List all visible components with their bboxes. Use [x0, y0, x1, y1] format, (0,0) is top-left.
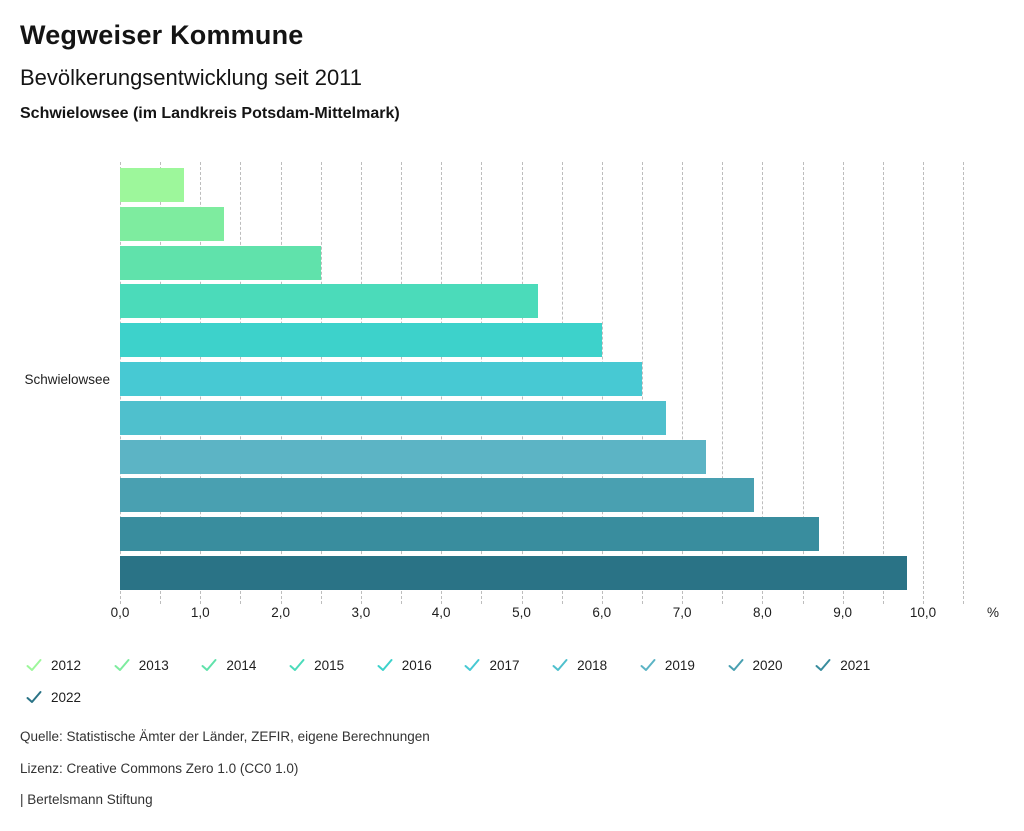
legend-item-2021[interactable]: 2021	[815, 657, 903, 673]
bar-2013[interactable]	[120, 206, 225, 241]
checkmark-icon	[464, 659, 480, 671]
legend-row-1: 2012 2013 2014 2015 2016 2017 2018 2019 2020 2021	[26, 655, 1006, 675]
legend-year-label: 2012	[51, 657, 82, 673]
gridline	[682, 162, 684, 604]
legend-year-label: 2020	[752, 657, 783, 673]
bar-2020[interactable]	[120, 478, 755, 513]
bar-2012[interactable]	[120, 168, 185, 202]
legend-item-2015[interactable]: 2015	[289, 657, 377, 673]
checkmark-icon	[552, 659, 568, 671]
x-axis-labels: % 0,0 1,0 2,0 3,0 4,0 5,0 6,0 7,0 8,0 9,0 10,0	[111, 605, 1024, 623]
legend-item-2017[interactable]: 2017	[464, 657, 552, 673]
legend-year-label: 2019	[664, 657, 695, 673]
checkmark-icon	[377, 659, 393, 671]
legend-year-label: 2016	[401, 657, 432, 673]
checkmark-icon	[201, 659, 217, 671]
legend-item-2016[interactable]: 2016	[377, 657, 465, 673]
x-tick-label: 0,0	[110, 605, 130, 620]
bar-2017[interactable]	[120, 362, 642, 396]
gridline	[842, 162, 844, 604]
gridline	[722, 162, 724, 604]
x-tick-label: 9,0	[833, 605, 853, 620]
gridline	[802, 162, 804, 604]
legend-year-label: 2018	[577, 657, 608, 673]
x-tick-label: 5,0	[512, 605, 531, 620]
gridline	[963, 162, 965, 604]
legend-item-2013[interactable]: 2013	[114, 657, 202, 673]
chart-title: Bevölkerungsentwicklung seit 2011	[20, 65, 363, 90]
bar-2014[interactable]	[120, 245, 321, 280]
gridline	[882, 162, 884, 604]
legend-year-label: 2015	[314, 657, 345, 673]
legend-item-2014[interactable]: 2014	[201, 657, 289, 673]
source-note: Quelle: Statistische Ämter der Länder, Z…	[20, 729, 430, 744]
bar-2015[interactable]	[120, 284, 538, 319]
chart-subtitle: Schwielowsee (im Landkreis Potsdam-Mitte…	[20, 105, 400, 122]
legend-year-label: 2021	[840, 657, 871, 673]
legend: 2012 2013 2014 2015 2016 2017 2018 2019 2020 2021…	[26, 655, 1006, 707]
checkmark-icon	[728, 659, 743, 671]
legend-year-label: 2014	[226, 657, 257, 673]
app-title: Wegweiser Kommune	[20, 20, 304, 50]
legend-item-2022[interactable]: 2022	[26, 689, 114, 705]
bar-2018[interactable]	[120, 400, 667, 435]
legend-item-2012[interactable]: 2012	[26, 657, 114, 673]
legend-item-2018[interactable]: 2018	[552, 657, 640, 673]
x-tick-label: 8,0	[753, 605, 772, 620]
bar-2019[interactable]	[120, 439, 707, 474]
gridline	[923, 162, 924, 604]
bar-2016[interactable]	[120, 323, 602, 358]
x-tick-label: 6,0	[592, 605, 612, 620]
checkmark-icon	[26, 659, 42, 671]
x-tick-label: 4,0	[431, 605, 451, 620]
y-axis-category-label: Schwielowsee	[24, 372, 110, 387]
x-tick-label: 7,0	[672, 605, 692, 620]
x-tick-label: 10,0	[909, 605, 937, 620]
attribution-note: | Bertelsmann Stiftung	[20, 792, 153, 807]
legend-year-label: 2013	[138, 657, 169, 673]
legend-year-label: 2017	[489, 657, 520, 673]
bar-2021[interactable]	[120, 517, 819, 552]
bar-2022[interactable]	[120, 556, 907, 590]
legend-item-2020[interactable]: 2020	[728, 657, 816, 673]
license-note: Lizenz: Creative Commons Zero 1.0 (CC0 1…	[20, 761, 299, 776]
legend-row-2: 2022	[26, 687, 1006, 707]
checkmark-icon	[26, 691, 42, 703]
gridline	[641, 162, 643, 604]
x-axis-unit-label: %	[986, 605, 1000, 620]
legend-item-2019[interactable]: 2019	[640, 657, 728, 673]
checkmark-icon	[114, 659, 130, 671]
gridline	[762, 162, 764, 604]
legend-year-label: 2022	[51, 689, 82, 705]
x-tick-label: 3,0	[351, 605, 371, 620]
checkmark-icon	[815, 659, 831, 671]
x-tick-label: 2,0	[271, 605, 290, 620]
plot-area	[120, 162, 966, 604]
checkmark-icon	[640, 659, 656, 671]
x-tick-label: 1,0	[190, 605, 210, 620]
checkmark-icon	[289, 659, 305, 671]
